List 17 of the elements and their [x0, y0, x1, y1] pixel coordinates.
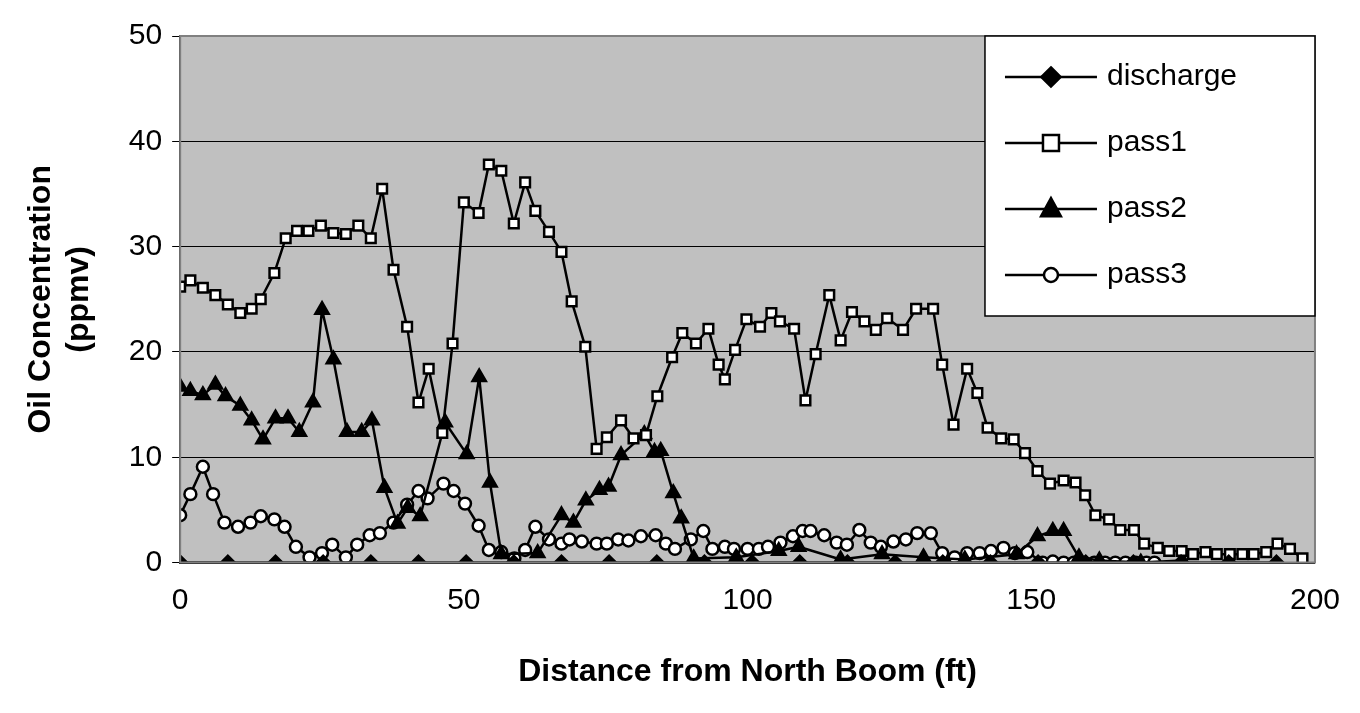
legend-label: pass2 — [1106, 190, 1188, 224]
y-tick-label: 30 — [128, 227, 163, 261]
x-tick-label: 150 — [1006, 581, 1057, 615]
x-tick-label: 0 — [171, 581, 189, 615]
x-tick-label: 50 — [447, 581, 481, 615]
x-axis-title: Distance from North Boom (ft) — [518, 651, 977, 688]
y-tick-label: 0 — [145, 543, 163, 577]
y-tick-label: 10 — [128, 438, 163, 472]
y-tick-label: 40 — [128, 122, 163, 156]
legend-label: pass3 — [1106, 256, 1188, 290]
y-axis-title: Oil Concentration (ppmv) — [21, 165, 96, 434]
y-tick-label: 50 — [128, 17, 163, 51]
legend-label: discharge — [1106, 58, 1238, 92]
legend-label: pass1 — [1106, 124, 1188, 158]
x-tick-label: 100 — [722, 581, 773, 615]
y-tick-label: 20 — [128, 333, 163, 367]
x-tick-label: 200 — [1289, 581, 1340, 615]
